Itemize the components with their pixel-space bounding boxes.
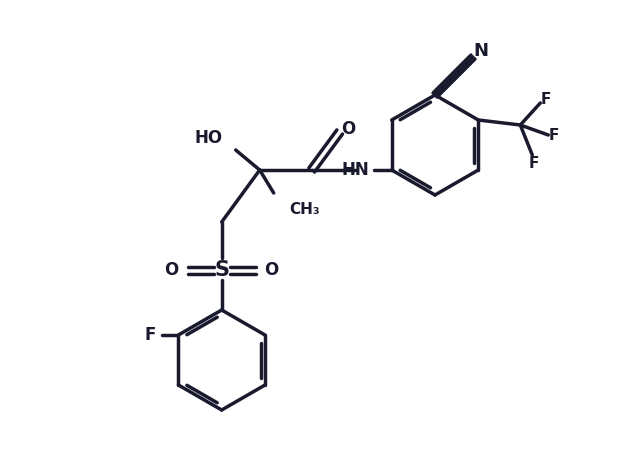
Text: HO: HO: [195, 129, 223, 147]
Text: S: S: [214, 260, 229, 280]
Text: F: F: [145, 326, 156, 344]
Text: O: O: [342, 120, 356, 138]
Text: F: F: [529, 156, 540, 171]
Text: HN: HN: [342, 161, 370, 179]
Text: F: F: [549, 127, 559, 142]
Text: N: N: [474, 42, 488, 60]
Text: CH₃: CH₃: [290, 203, 321, 218]
Text: F: F: [541, 92, 552, 107]
Text: O: O: [264, 261, 279, 279]
Text: O: O: [164, 261, 179, 279]
